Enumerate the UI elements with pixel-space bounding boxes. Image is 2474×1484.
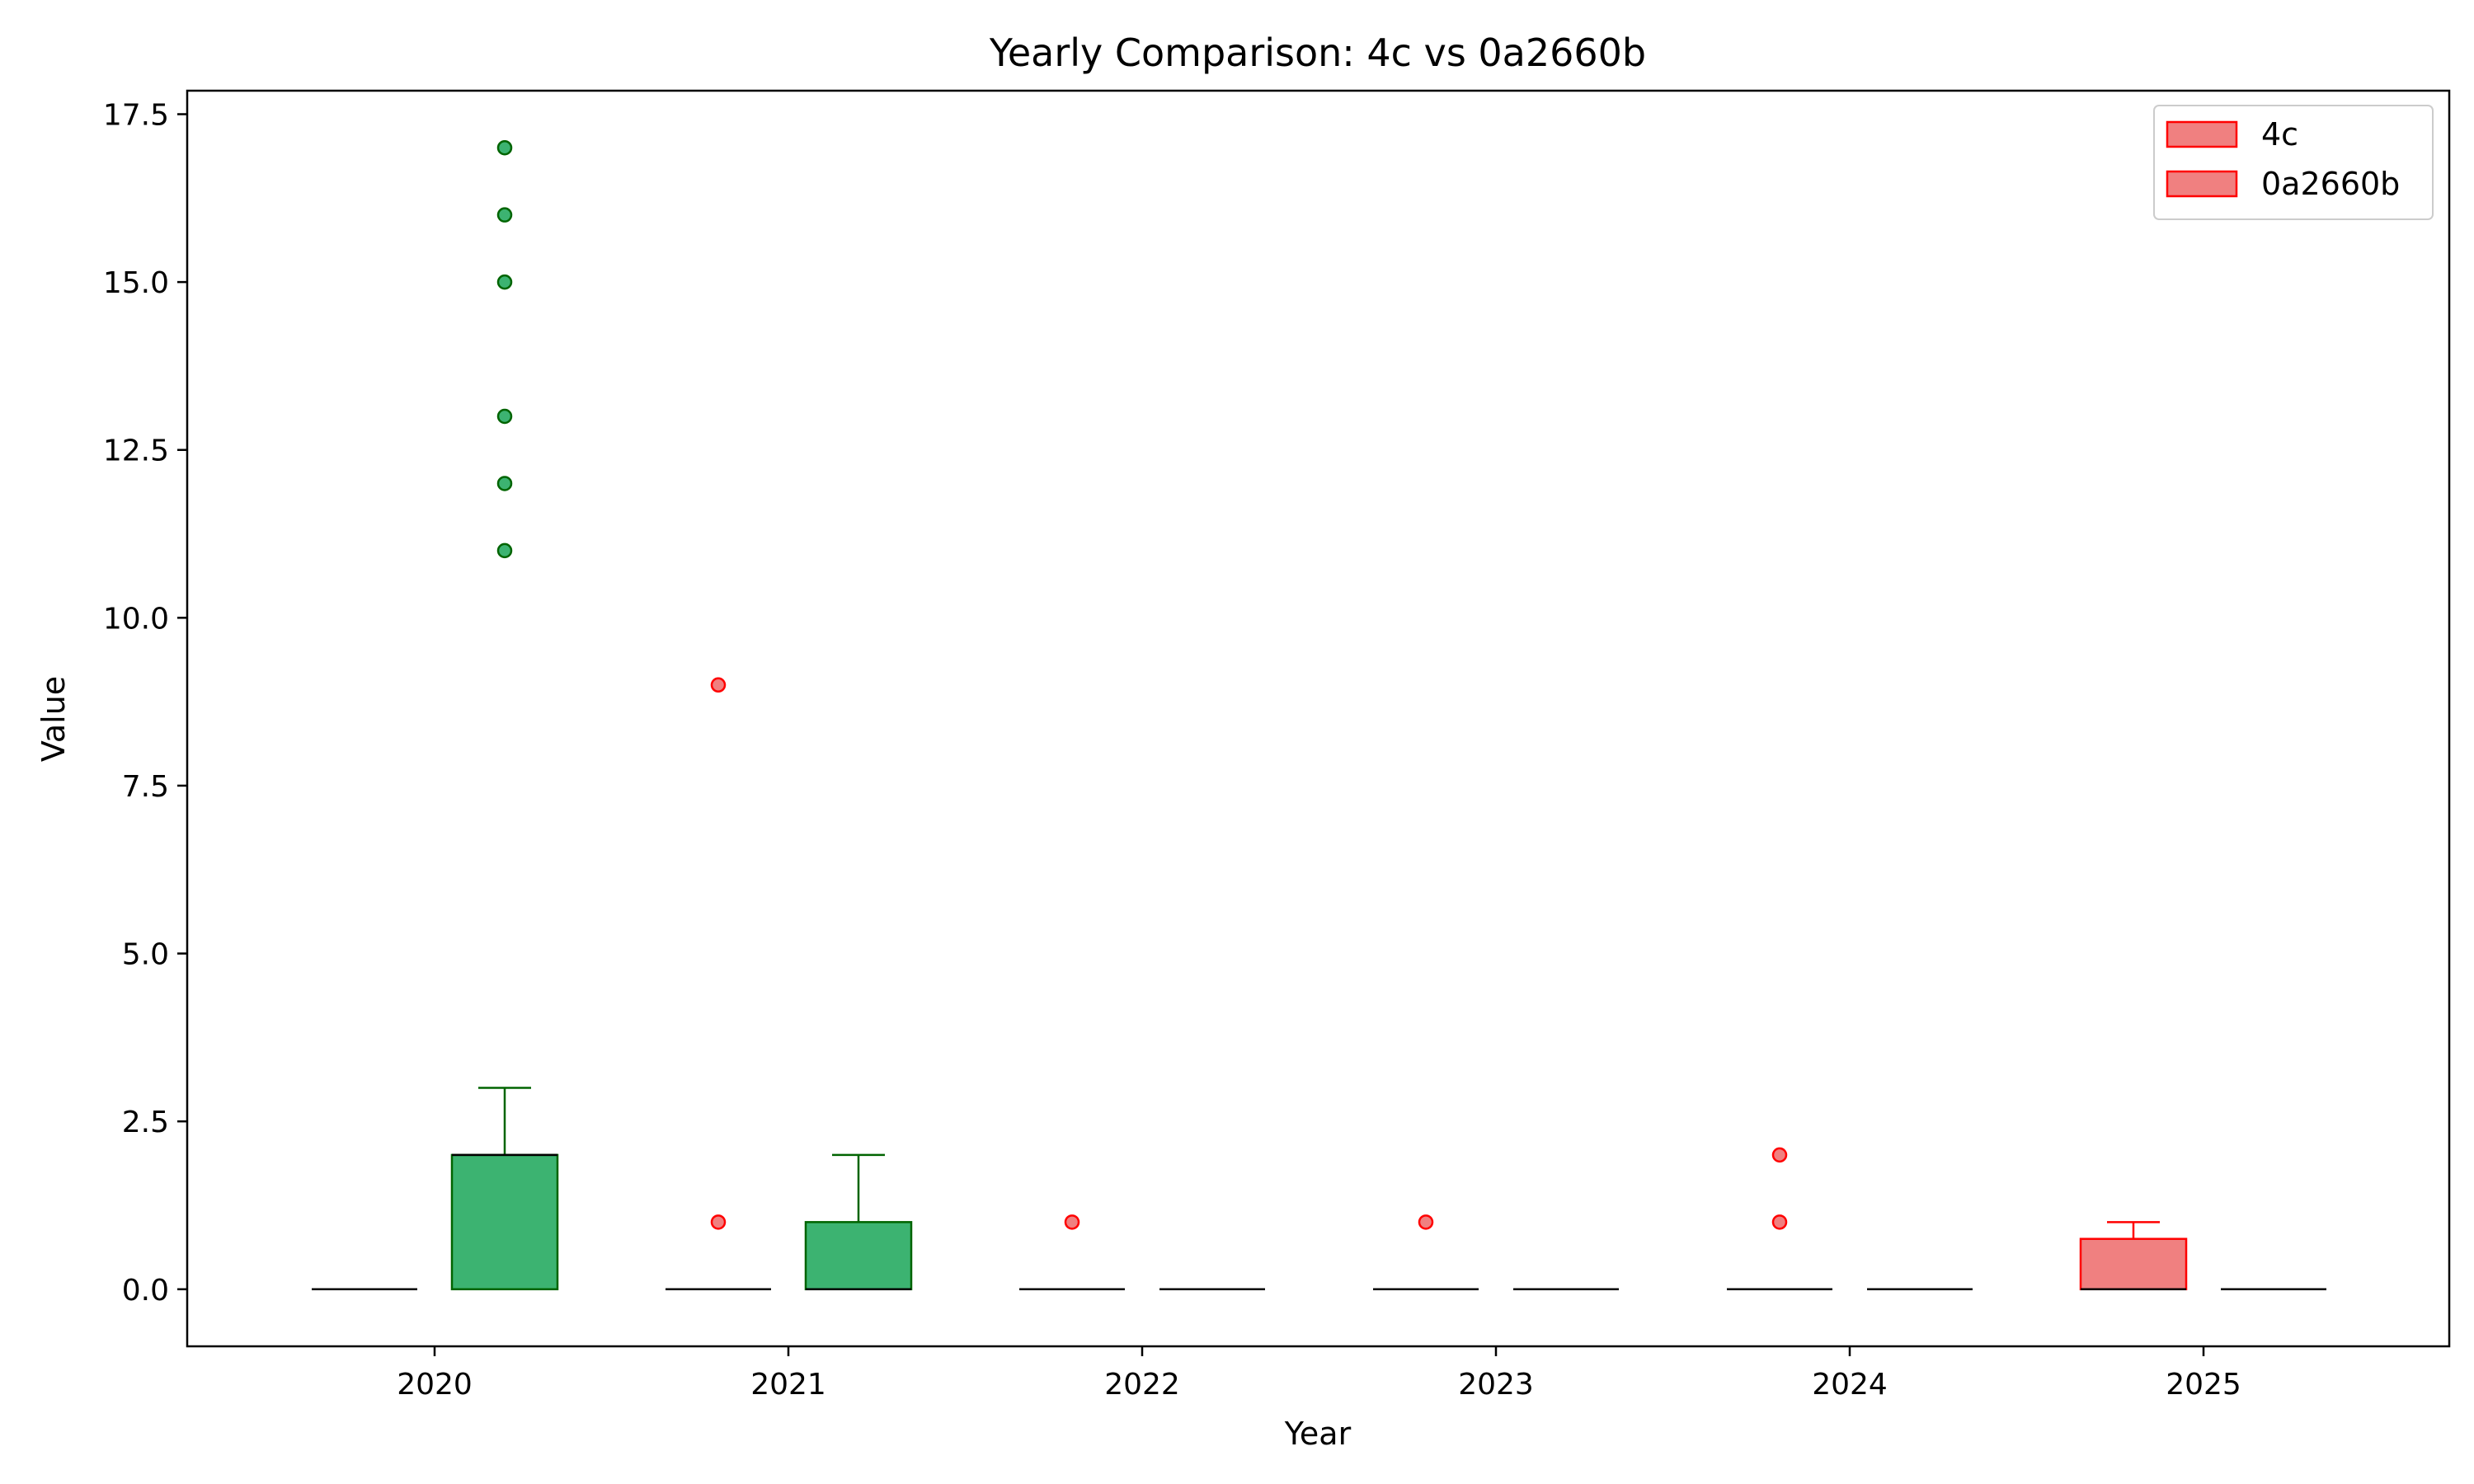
box-4c-2025 [2079,1221,2188,1291]
outlier-point [710,677,727,693]
box-body [450,1153,559,1291]
legend-label: 4c [2261,116,2298,153]
outlier-point [496,139,513,156]
y-tick-label: 2.5 [122,1106,169,1139]
y-tick-label: 7.5 [122,770,169,804]
x-tick-label: 2023 [1458,1368,1534,1402]
legend-swatch [2166,120,2238,148]
outlier-point [496,542,513,559]
outlier-point [1064,1214,1080,1230]
x-tick-label: 2021 [750,1368,826,1402]
x-tick-label: 2020 [397,1368,473,1402]
plot-frame [186,89,2451,1348]
x-axis-label: Year [1284,1416,1352,1452]
outlier-point [1771,1147,1788,1163]
legend: 4c 0a2660b [2153,105,2434,220]
legend-swatch [2166,170,2238,198]
outlier-point [496,476,513,491]
y-axis-label: Value [35,676,72,762]
x-tick-label: 2022 [1104,1368,1180,1402]
y-tick-label: 12.5 [103,434,169,468]
box-4c-2023 [1373,1214,1479,1291]
outlier-point [496,274,513,290]
legend-label: 0a2660b [2261,166,2400,202]
y-tick-label: 10.0 [103,602,169,636]
y-tick-label: 0.0 [122,1274,169,1308]
box-4c-2024 [1727,1147,1832,1291]
box-body [2079,1237,2188,1291]
outlier-point [496,207,513,223]
outlier-point [710,1214,727,1230]
box-0a2660b-2020 [450,139,559,1291]
outlier-point [496,408,513,425]
y-tick-label: 17.5 [103,99,169,133]
x-tick-label: 2024 [1812,1368,1888,1402]
outlier-point [1771,1214,1788,1230]
box-4c-2022 [1019,1214,1125,1291]
box-4c-2021 [666,677,771,1291]
chart-title: Yearly Comparison: 4c vs 0a2660b [989,31,1646,75]
box-0a2660b-2021 [804,1153,913,1291]
x-tick-label: 2025 [2166,1368,2241,1402]
outlier-point [1418,1214,1434,1230]
plot-area: 0.0 2.5 5.0 7.5 10.0 12.5 15.0 17.5 2020 2021 2022… [103,99,2326,1402]
y-tick-label: 15.0 [103,266,169,300]
y-tick-label: 5.0 [122,938,169,972]
box-body [804,1221,913,1291]
